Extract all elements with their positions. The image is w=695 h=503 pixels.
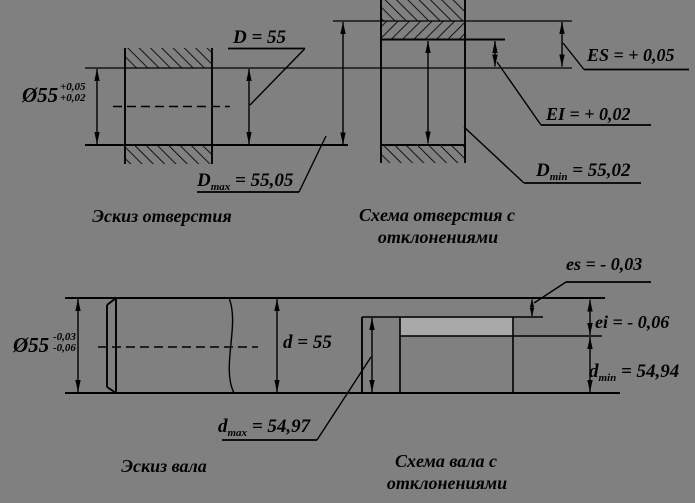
shaft-nominal-label: d = 55 bbox=[283, 332, 332, 353]
shaft-lower-deviation: -0,06 bbox=[53, 342, 76, 354]
shaft-dmin-label: dmin = 54,94 bbox=[589, 361, 679, 384]
shaft-dmax-label: dmax = 54,97 bbox=[218, 416, 312, 439]
es-shaft-label: es = - 0,03 bbox=[566, 254, 642, 274]
hole-dmax-label: Dmax = 55,05 bbox=[196, 170, 294, 193]
hole-sketch: Ø55 +0,05 +0,02 D = 55 Dmax = 55,05 Эски… bbox=[21, 20, 572, 226]
shaft-break-curve bbox=[228, 297, 235, 394]
shaft-diameter-label: Ø55 bbox=[12, 333, 49, 357]
ei-label-leader bbox=[496, 61, 542, 126]
hole-nominal-label: D = 55 bbox=[232, 27, 287, 48]
hole-upper-deviation: +0,05 bbox=[60, 81, 86, 93]
dmin-label-leader bbox=[463, 126, 525, 184]
hole-sketch-caption: Эскиз отверстия bbox=[92, 206, 231, 226]
es-label: ES = + 0,05 bbox=[586, 45, 675, 65]
es-shaft-leader bbox=[533, 281, 567, 304]
hole-bottom-wall-hatch bbox=[125, 145, 212, 164]
tolerance-zone bbox=[400, 317, 513, 336]
shaft-chamfer-top bbox=[106, 297, 117, 306]
ei-label: EI = + 0,02 bbox=[545, 104, 631, 124]
shaft-sketch: Ø55 -0,03 -0,06 d = 55 dmax = 54,97 Эски… bbox=[12, 297, 620, 476]
shaft-scheme-caption-line2: отклонениями bbox=[387, 473, 507, 493]
scheme-top-hatch-lower bbox=[381, 21, 465, 40]
shaft-upper-deviation: -0,03 bbox=[53, 331, 76, 343]
hole-top-wall-hatch bbox=[125, 48, 212, 68]
shaft-sketch-caption: Эскиз вала bbox=[121, 456, 207, 476]
shaft-scheme-caption-line1: Схема вала с bbox=[395, 451, 497, 471]
hole-scheme: ES = + 0,05 EI = + 0,02 Dmin = 55,02 Схе… bbox=[340, 0, 689, 247]
hole-scheme-caption-line1: Схема отверстия с bbox=[359, 205, 515, 225]
d-label-leader bbox=[249, 48, 306, 106]
dmax-label-leader bbox=[298, 135, 327, 193]
scheme-top-hatch-upper bbox=[381, 0, 465, 21]
ei-shaft-label: ei = - 0,06 bbox=[595, 312, 669, 332]
hole-diameter-label: Ø55 bbox=[21, 83, 58, 107]
scheme-bottom-hatch bbox=[381, 145, 465, 163]
shaft-chamfer-bottom bbox=[106, 386, 117, 394]
hole-lower-deviation: +0,02 bbox=[60, 92, 86, 104]
hole-scheme-caption-line2: отклонениями bbox=[378, 227, 498, 247]
es-label-leader bbox=[562, 42, 585, 70]
shaft-scheme: es = - 0,03 ei = - 0,06 dmin = 54,94 Схе… bbox=[361, 254, 679, 493]
hole-dmin-label: Dmin = 55,02 bbox=[535, 160, 631, 183]
